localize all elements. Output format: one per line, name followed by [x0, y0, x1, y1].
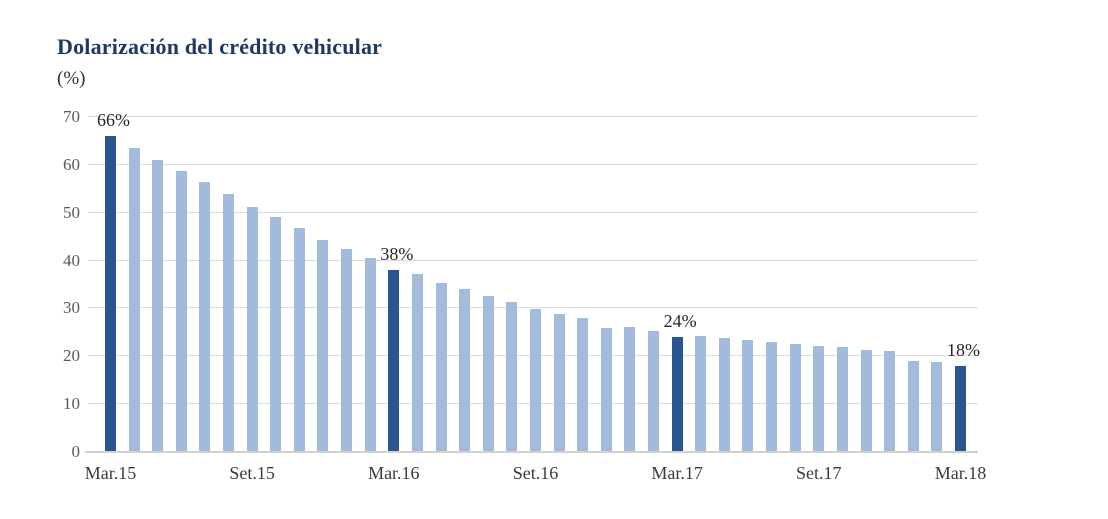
gridline-40 — [88, 259, 978, 261]
bar-Feb.18 — [931, 361, 943, 452]
bar-Mar.15 — [105, 136, 116, 452]
bar-Abr.17 — [695, 336, 707, 452]
bar-Jul.17 — [766, 341, 778, 452]
bar-Mar.17 — [671, 337, 683, 452]
x-tick-Mar.15: Mar.15 — [84, 463, 137, 483]
bar-Feb.17 — [648, 330, 660, 452]
bar-Ene.17 — [624, 327, 636, 452]
y-tick-20: 20 — [63, 346, 80, 366]
bar-Oct.16 — [553, 313, 565, 452]
bar-Jul.15 — [199, 181, 211, 452]
bar-Jun.16 — [459, 289, 471, 452]
y-tick-60: 60 — [63, 154, 80, 174]
bar-May.16 — [435, 282, 447, 452]
x-tick-Mar.18: Mar.18 — [934, 463, 987, 483]
chart-subtitle-units: (%) — [57, 68, 86, 89]
bar-Ene.18 — [907, 361, 919, 452]
bar-Jun.17 — [742, 339, 754, 452]
bar-Dic.17 — [884, 350, 896, 452]
bar-Nov.15 — [293, 228, 305, 452]
value-label-Mar.17: 24% — [663, 311, 697, 332]
bar-Oct.17 — [836, 347, 848, 452]
bar-May.15 — [152, 160, 164, 452]
bar-Feb.16 — [364, 258, 376, 452]
y-tick-10: 10 — [63, 394, 80, 414]
value-label-Mar.18: 18% — [946, 339, 980, 360]
bar-May.17 — [718, 337, 730, 452]
y-tick-30: 30 — [63, 298, 80, 318]
gridline-50 — [88, 211, 978, 213]
x-tick-Set.16: Set.16 — [512, 463, 559, 483]
plot-area: 66% 38% 24% 18% — [85, 110, 980, 453]
bar-Set.16 — [529, 308, 541, 452]
bar-Abr.15 — [128, 148, 140, 452]
gridline-30 — [88, 307, 978, 309]
bar-Ago.16 — [506, 301, 518, 452]
bar-Dic.15 — [317, 240, 329, 452]
bar-Ago.15 — [223, 193, 235, 452]
bar-Nov.16 — [577, 318, 589, 452]
bar-Ene.16 — [341, 249, 353, 452]
value-label-Mar.15: 66% — [97, 110, 130, 131]
x-tick-Mar.16: Mar.16 — [368, 463, 420, 483]
x-tick-Set.15: Set.15 — [229, 463, 275, 483]
bar-Oct.15 — [270, 216, 282, 452]
bar-Mar.16 — [388, 270, 400, 452]
x-tick-Mar.17: Mar.17 — [651, 463, 703, 483]
bar-Ago.17 — [789, 343, 801, 452]
y-tick-50: 50 — [63, 202, 80, 222]
y-tick-0: 0 — [71, 442, 81, 461]
x-axis-line — [85, 451, 978, 453]
bar-Dic.16 — [600, 327, 612, 452]
bar-Abr.16 — [411, 274, 423, 452]
y-tick-70: 70 — [63, 107, 80, 126]
bar-Set.15 — [246, 206, 258, 452]
chart-title: Dolarización del crédito vehicular — [57, 34, 383, 59]
value-label-Mar.16: 38% — [380, 244, 414, 265]
bar-Nov.17 — [860, 350, 872, 452]
x-tick-Set.17: Set.17 — [796, 463, 842, 483]
bar-Mar.18 — [954, 365, 966, 452]
gridline-60 — [88, 163, 978, 165]
y-tick-40: 40 — [63, 250, 80, 270]
bar-Jul.16 — [482, 296, 494, 452]
bar-Set.17 — [813, 345, 825, 452]
bar-Jun.15 — [175, 171, 187, 452]
gridline-70 — [88, 116, 978, 117]
